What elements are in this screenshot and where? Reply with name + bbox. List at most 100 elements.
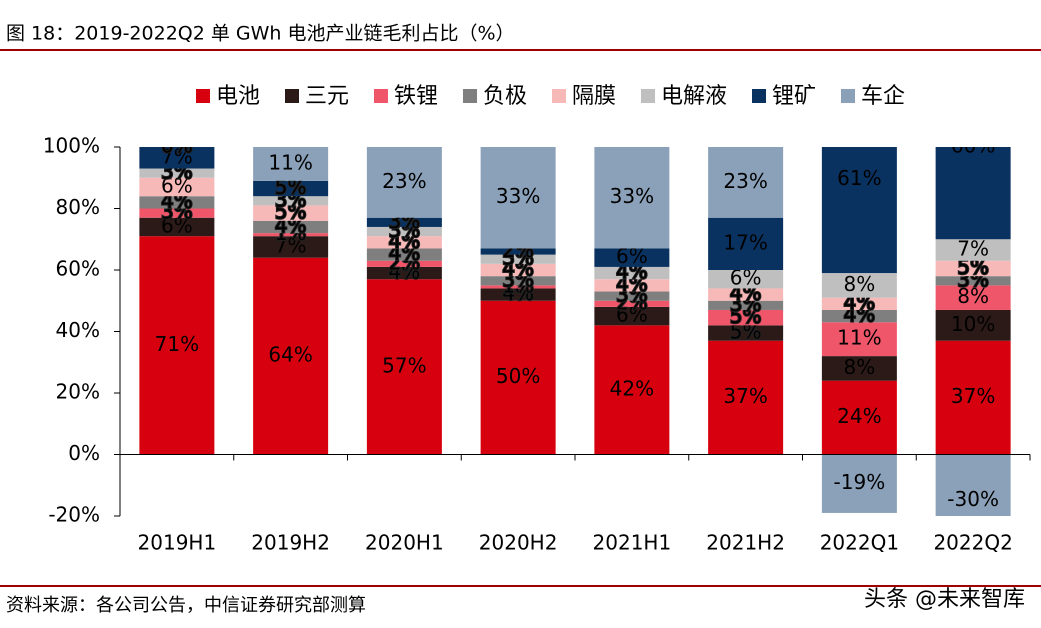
legend-label: 负极 [483,84,527,109]
data-label: 71% [155,332,199,356]
bar-segment [139,147,215,169]
bar-segment [253,236,329,258]
y-tick-label: 0% [68,441,100,465]
bar-segment [708,217,784,270]
bar-segment [253,205,329,221]
bar-segment [821,309,897,323]
bar-segment [253,233,329,237]
y-tick-label: 80% [56,195,100,219]
data-label: -19% [834,470,886,494]
bar-segment [253,196,329,206]
bar-segment [594,300,670,307]
bar-segment [366,226,442,237]
data-label: 0% [161,134,193,158]
bar-segment [480,300,556,455]
x-tick-label: 2020H2 [479,531,558,555]
data-label: 37% [723,384,767,408]
bar-segment [708,325,784,341]
bar-segment [366,266,442,280]
data-label: 24% [837,404,881,428]
bar-segment [139,236,215,455]
y-tick-label: 60% [56,257,100,281]
data-label: 50% [496,364,540,388]
bar-segment [594,147,670,249]
legend-swatch [463,89,477,103]
bar-segment [821,322,897,357]
data-label: 60% [951,134,995,158]
bar-segment [821,147,897,274]
data-label: 8% [844,355,876,379]
legend-label: 电池 [216,84,260,109]
y-tick-label: 40% [56,318,100,342]
bar-segment [480,254,556,264]
bar-segment [366,248,442,261]
bar-segment [366,279,442,455]
bar-segment [935,285,1011,310]
bar-segment [708,309,784,326]
legend-label: 三元 [305,84,349,109]
legend-label: 锂矿 [772,84,816,109]
bar-segment [708,147,784,218]
y-tick-label: 100% [43,134,100,158]
data-label: -30% [947,487,999,511]
bar-segment [935,260,1011,277]
source-note: 资料来源：各公司公告，中信证券研究部测算 [6,595,366,616]
bar-segment [594,279,670,292]
data-label: 64% [268,343,312,367]
bar-segment [708,270,784,289]
y-tick-label: 20% [56,380,100,404]
data-label: 37% [951,384,995,408]
data-label: 7% [957,237,989,261]
data-label: 33% [496,184,540,208]
legend-swatch [841,89,855,103]
x-tick-label: 2019H2 [251,531,330,555]
bar-segment [253,180,329,197]
bar-segment [139,217,215,237]
data-label: 8% [957,284,989,308]
bar-segment [935,454,1011,516]
bar-segment [139,168,215,178]
bar-segment [821,273,897,298]
plot: 71%6%3%4%6%3%7%0%64%7%1%4%5%3%5%11%57%4%… [139,134,1011,516]
chart-title: 图 18：2019-2022Q2 单 GWh 电池产业链毛利占比（%） [6,23,515,45]
bar-segment [708,288,784,301]
bar-segment [253,147,329,181]
bar-segment [708,340,784,455]
legend-swatch [552,89,566,103]
legend-label: 铁锂 [394,84,438,109]
bar-segment [139,177,215,197]
bar-segment [935,340,1011,455]
bar-segment [594,291,670,301]
bar-segment [366,217,442,227]
bar-segment [139,208,215,218]
data-label: 8% [844,272,876,296]
bar-segment [253,257,329,455]
data-label: 7% [275,233,307,257]
bar-segment [594,266,670,280]
bar-segment [366,236,442,249]
data-label: 23% [382,169,426,193]
bar-segment [821,380,897,455]
legend-swatch [641,89,655,103]
bar-segment [594,325,670,455]
bar-segment [594,248,670,267]
bar-segment [821,297,897,310]
legend-swatch [285,89,299,103]
bar-segment [708,300,784,310]
bar-segment [480,285,556,289]
y-tick-label: -20% [48,503,100,527]
x-tick-label: 2021H1 [593,531,672,555]
bar-segment [366,260,442,267]
bar-segment [139,196,215,209]
legend-label: 车企 [861,84,905,109]
bar-segment [935,239,1011,261]
data-label: 11% [837,326,881,350]
legend-label: 隔膜 [572,84,616,109]
data-label: 57% [382,353,426,377]
bar-segment [480,263,556,277]
bar-segment [935,276,1011,286]
data-label: 23% [723,169,767,193]
legend-swatch [196,89,210,103]
bar-segment [821,454,897,513]
bar-segment [480,288,556,301]
